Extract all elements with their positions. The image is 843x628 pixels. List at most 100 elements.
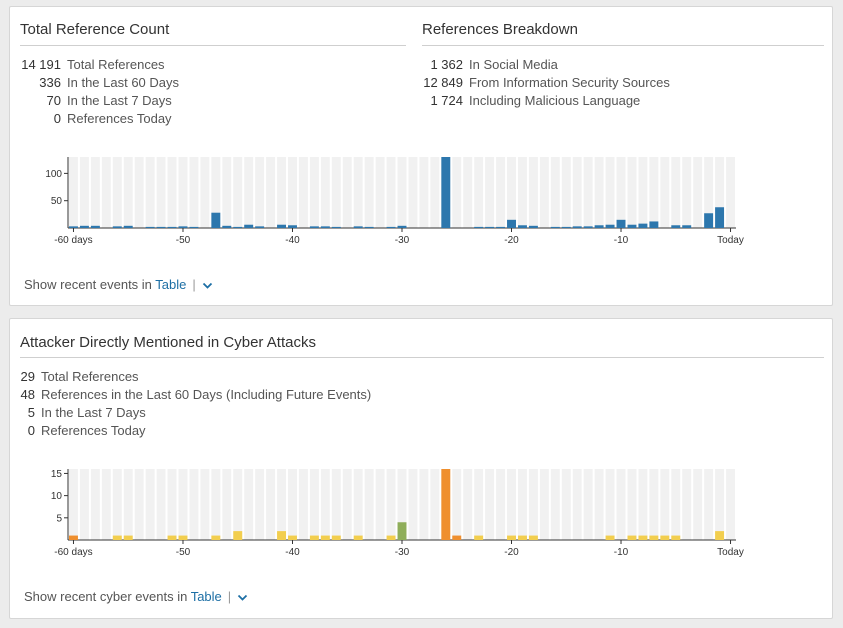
- stat-label: References in the Last 60 Days (Includin…: [41, 387, 372, 402]
- day-column-bg: [145, 157, 155, 228]
- total-references-bar-chart: 50 100 -60 days -50 -40 -30 -20 -10 Today: [45, 157, 744, 246]
- bar: [112, 535, 122, 540]
- bar: [671, 225, 681, 228]
- day-column-bg: [594, 469, 604, 540]
- bar: [441, 157, 451, 228]
- day-column-bg: [189, 469, 199, 540]
- bar: [277, 531, 287, 540]
- bar: [167, 535, 177, 540]
- day-column-bg: [69, 157, 78, 228]
- x-tick-label: -40: [285, 547, 300, 558]
- day-column-bg: [156, 469, 166, 540]
- day-column-bg: [244, 157, 254, 228]
- bar: [638, 535, 648, 540]
- bar: [627, 224, 637, 228]
- day-column-bg: [112, 157, 122, 228]
- recent-events-footer: Show recent events in Table |: [24, 277, 213, 293]
- day-column-bg: [660, 469, 670, 540]
- day-column-bg: [682, 157, 692, 228]
- day-column-bg: [134, 469, 144, 540]
- bar: [167, 226, 177, 228]
- cyber-attacks-panel: Attacker Directly Mentioned in Cyber Att…: [9, 318, 833, 619]
- bar: [507, 219, 516, 228]
- bar: [583, 226, 593, 228]
- day-column-bg: [331, 157, 341, 228]
- day-column-bg: [309, 157, 319, 228]
- day-column-bg: [561, 469, 571, 540]
- chevron-down-icon[interactable]: [237, 590, 248, 605]
- day-column-bg: [726, 469, 735, 540]
- bar: [452, 535, 462, 540]
- day-column-bg: [452, 469, 462, 540]
- day-column-bg: [375, 157, 385, 228]
- day-column-bg: [167, 157, 177, 228]
- day-column-bg: [222, 157, 232, 228]
- day-column-bg: [726, 157, 735, 228]
- y-tick-label: 50: [51, 196, 63, 207]
- day-column-bg: [430, 469, 440, 540]
- day-column-bg: [704, 469, 714, 540]
- day-column-bg: [539, 157, 549, 228]
- day-column-bg: [288, 157, 297, 228]
- day-column-bg: [123, 469, 133, 540]
- title-divider: [20, 357, 824, 358]
- day-column-bg: [485, 469, 495, 540]
- day-column-bg: [517, 469, 527, 540]
- bar: [178, 226, 188, 228]
- bar: [353, 535, 363, 540]
- day-column-bg: [550, 469, 560, 540]
- bar: [69, 226, 78, 228]
- day-column-bg: [123, 157, 133, 228]
- day-column-bg: [233, 157, 243, 228]
- bar: [561, 226, 571, 228]
- bar: [485, 226, 495, 228]
- table-link[interactable]: Table: [155, 277, 187, 292]
- x-tick-label: -10: [614, 547, 629, 558]
- day-column-bg: [112, 469, 122, 540]
- bar: [277, 224, 287, 228]
- bar: [233, 226, 243, 228]
- day-column-bg: [342, 469, 352, 540]
- day-column-bg: [386, 157, 396, 228]
- day-column-bg: [649, 469, 659, 540]
- day-column-bg: [178, 469, 188, 540]
- day-column-bg: [79, 469, 89, 540]
- bar: [528, 225, 538, 228]
- chevron-down-icon[interactable]: [202, 278, 213, 293]
- bar: [309, 535, 319, 540]
- x-tick-label: Today: [717, 235, 744, 246]
- day-column-bg: [517, 157, 527, 228]
- day-column-bg: [101, 157, 111, 228]
- day-column-bg: [375, 469, 385, 540]
- day-column-bg: [364, 469, 374, 540]
- bar: [156, 226, 166, 228]
- stat-label: In the Last 7 Days: [67, 93, 172, 108]
- day-column-bg: [320, 157, 330, 228]
- recent-cyber-events-footer: Show recent cyber events in Table |: [24, 589, 248, 605]
- day-column-bg: [616, 157, 626, 228]
- day-column-bg: [638, 469, 648, 540]
- day-column-bg: [660, 157, 670, 228]
- bar: [123, 535, 133, 540]
- day-column-bg: [200, 469, 210, 540]
- x-tick-label: -30: [395, 547, 410, 558]
- bar: [627, 535, 637, 540]
- bar: [605, 224, 615, 228]
- stat-value: 5: [27, 405, 35, 420]
- stat-value: 0: [27, 423, 35, 438]
- bar: [288, 535, 297, 540]
- bar: [397, 522, 407, 540]
- bar: [528, 535, 538, 540]
- separator: |: [227, 589, 232, 604]
- stat-label: References Today: [41, 423, 146, 438]
- day-column-bg: [671, 469, 681, 540]
- table-link[interactable]: Table: [190, 589, 222, 604]
- day-column-bg: [331, 469, 341, 540]
- title-divider-left: [20, 45, 406, 46]
- day-column-bg: [507, 157, 516, 228]
- bar: [671, 535, 681, 540]
- bar: [255, 226, 265, 228]
- day-column-bg: [408, 157, 418, 228]
- day-column-bg: [572, 157, 582, 228]
- stat-label: In the Last 7 Days: [41, 405, 146, 420]
